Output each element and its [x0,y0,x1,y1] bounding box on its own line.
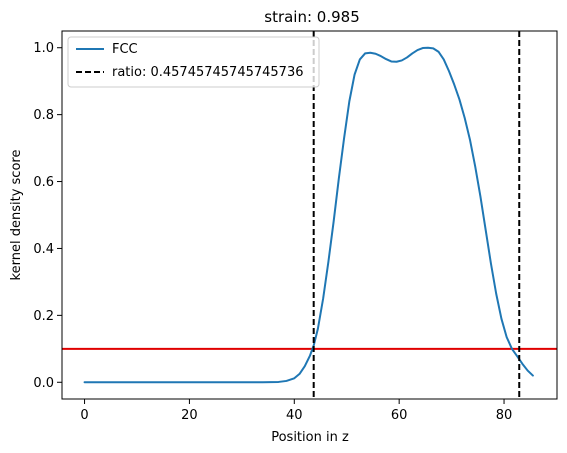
series-line-fcc [83,46,534,384]
legend-label-fcc: FCC [112,42,138,57]
legend-box [67,36,320,88]
y-tick-label: 0.8 [33,108,54,123]
axis-ticks: 0 20 40 60 80 0.0 0.2 0.4 0.6 0.8 1.0 [33,41,512,423]
x-tick-label: 0 [80,408,88,423]
y-tick-label: 0.4 [33,242,54,257]
x-tick-label: 20 [181,408,198,423]
plot-marks [62,31,557,399]
x-axis-label: Position in z [271,430,349,445]
y-tick-label: 0.6 [33,175,54,190]
x-tick-label: 60 [391,408,408,423]
chart-title: strain: 0.985 [264,8,360,26]
legend: FCC ratio: 0.45745745745745736 [67,36,320,88]
y-axis-label: kernel density score [9,150,24,281]
legend-label-ratio: ratio: 0.45745745745745736 [112,65,304,80]
x-tick-label: 40 [286,408,303,423]
x-tick-label: 80 [496,408,513,423]
plot-area [62,31,557,399]
y-tick-label: 0.0 [33,376,54,391]
plot-frame [61,30,558,400]
y-tick-label: 0.2 [33,309,54,324]
y-tick-label: 1.0 [33,41,54,56]
